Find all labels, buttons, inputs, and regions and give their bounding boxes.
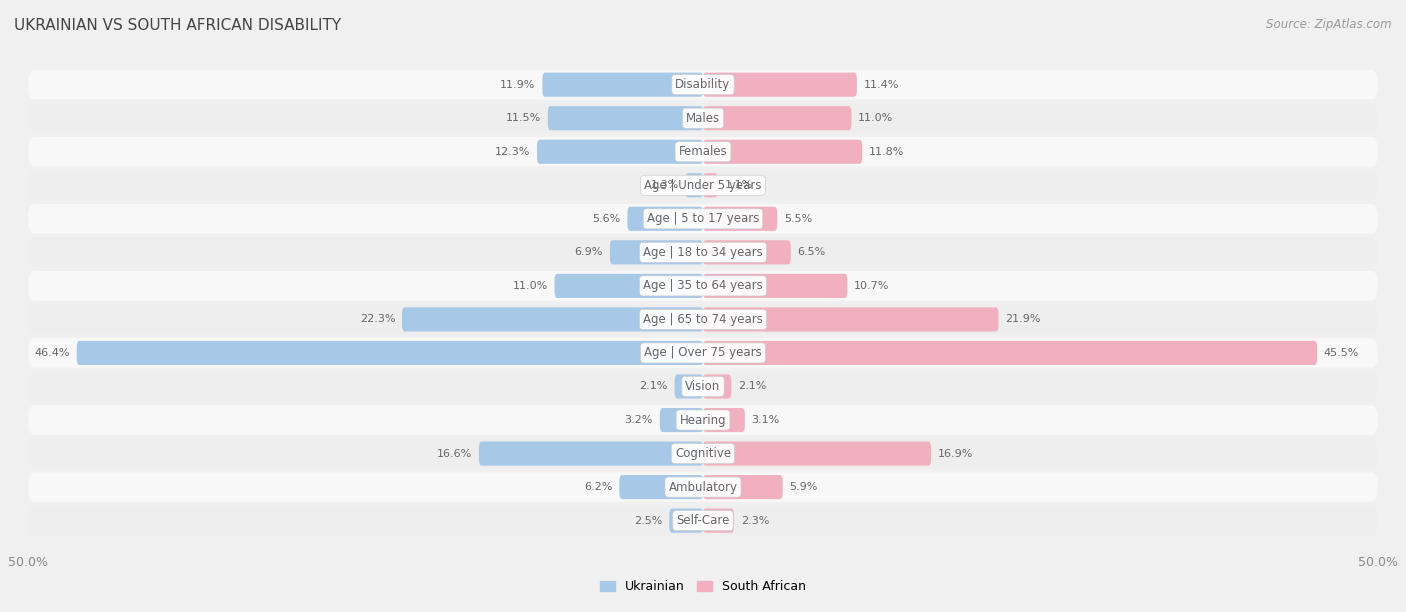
Text: 11.8%: 11.8% (869, 147, 904, 157)
Text: 11.0%: 11.0% (513, 281, 548, 291)
Text: Disability: Disability (675, 78, 731, 91)
FancyBboxPatch shape (703, 207, 778, 231)
FancyBboxPatch shape (28, 171, 1378, 200)
FancyBboxPatch shape (28, 371, 1378, 401)
Text: 16.6%: 16.6% (437, 449, 472, 458)
FancyBboxPatch shape (28, 137, 1378, 166)
FancyBboxPatch shape (28, 271, 1378, 300)
Legend: Ukrainian, South African: Ukrainian, South African (595, 575, 811, 599)
Text: Cognitive: Cognitive (675, 447, 731, 460)
FancyBboxPatch shape (554, 274, 703, 298)
FancyBboxPatch shape (28, 405, 1378, 435)
FancyBboxPatch shape (703, 307, 998, 332)
Text: 2.3%: 2.3% (741, 516, 769, 526)
Text: Age | 35 to 64 years: Age | 35 to 64 years (643, 280, 763, 293)
FancyBboxPatch shape (703, 173, 718, 197)
FancyBboxPatch shape (28, 70, 1378, 99)
FancyBboxPatch shape (537, 140, 703, 164)
Text: UKRAINIAN VS SOUTH AFRICAN DISABILITY: UKRAINIAN VS SOUTH AFRICAN DISABILITY (14, 18, 342, 34)
FancyBboxPatch shape (703, 106, 852, 130)
FancyBboxPatch shape (28, 103, 1378, 133)
FancyBboxPatch shape (703, 73, 856, 97)
Text: 2.5%: 2.5% (634, 516, 662, 526)
Text: 6.2%: 6.2% (583, 482, 613, 492)
FancyBboxPatch shape (669, 509, 703, 532)
Text: 5.6%: 5.6% (592, 214, 620, 224)
FancyBboxPatch shape (659, 408, 703, 432)
Text: 1.1%: 1.1% (724, 181, 752, 190)
Text: Males: Males (686, 112, 720, 125)
FancyBboxPatch shape (543, 73, 703, 97)
FancyBboxPatch shape (28, 204, 1378, 234)
Text: 11.9%: 11.9% (501, 80, 536, 90)
Text: 5.9%: 5.9% (789, 482, 818, 492)
FancyBboxPatch shape (28, 506, 1378, 536)
FancyBboxPatch shape (703, 441, 931, 466)
Text: 21.9%: 21.9% (1005, 315, 1040, 324)
Text: 12.3%: 12.3% (495, 147, 530, 157)
FancyBboxPatch shape (77, 341, 703, 365)
Text: 46.4%: 46.4% (35, 348, 70, 358)
FancyBboxPatch shape (675, 375, 703, 398)
FancyBboxPatch shape (28, 472, 1378, 502)
FancyBboxPatch shape (402, 307, 703, 332)
FancyBboxPatch shape (703, 509, 734, 532)
Text: Age | Over 75 years: Age | Over 75 years (644, 346, 762, 359)
Text: Ambulatory: Ambulatory (668, 480, 738, 494)
Text: Age | 5 to 17 years: Age | 5 to 17 years (647, 212, 759, 225)
FancyBboxPatch shape (627, 207, 703, 231)
Text: 2.1%: 2.1% (640, 381, 668, 392)
Text: 3.2%: 3.2% (624, 415, 652, 425)
FancyBboxPatch shape (479, 441, 703, 466)
FancyBboxPatch shape (703, 375, 731, 398)
Text: 11.4%: 11.4% (863, 80, 898, 90)
Text: 11.5%: 11.5% (506, 113, 541, 123)
FancyBboxPatch shape (28, 338, 1378, 368)
Text: Hearing: Hearing (679, 414, 727, 427)
FancyBboxPatch shape (703, 140, 862, 164)
Text: Females: Females (679, 145, 727, 159)
FancyBboxPatch shape (703, 408, 745, 432)
Text: Age | Under 5 years: Age | Under 5 years (644, 179, 762, 192)
FancyBboxPatch shape (28, 439, 1378, 468)
FancyBboxPatch shape (703, 475, 783, 499)
FancyBboxPatch shape (703, 274, 848, 298)
FancyBboxPatch shape (703, 341, 1317, 365)
FancyBboxPatch shape (703, 241, 790, 264)
Text: Source: ZipAtlas.com: Source: ZipAtlas.com (1267, 18, 1392, 31)
Text: 6.9%: 6.9% (575, 247, 603, 257)
Text: 2.1%: 2.1% (738, 381, 766, 392)
Text: 5.5%: 5.5% (785, 214, 813, 224)
Text: 10.7%: 10.7% (855, 281, 890, 291)
Text: Self-Care: Self-Care (676, 514, 730, 527)
Text: 6.5%: 6.5% (797, 247, 825, 257)
FancyBboxPatch shape (28, 237, 1378, 267)
FancyBboxPatch shape (28, 305, 1378, 334)
Text: 1.3%: 1.3% (651, 181, 679, 190)
FancyBboxPatch shape (610, 241, 703, 264)
FancyBboxPatch shape (686, 173, 703, 197)
Text: 45.5%: 45.5% (1324, 348, 1360, 358)
Text: 3.1%: 3.1% (752, 415, 780, 425)
Text: Vision: Vision (685, 380, 721, 393)
Text: Age | 65 to 74 years: Age | 65 to 74 years (643, 313, 763, 326)
Text: 11.0%: 11.0% (858, 113, 893, 123)
FancyBboxPatch shape (619, 475, 703, 499)
Text: 22.3%: 22.3% (360, 315, 395, 324)
Text: 16.9%: 16.9% (938, 449, 973, 458)
Text: Age | 18 to 34 years: Age | 18 to 34 years (643, 246, 763, 259)
FancyBboxPatch shape (548, 106, 703, 130)
